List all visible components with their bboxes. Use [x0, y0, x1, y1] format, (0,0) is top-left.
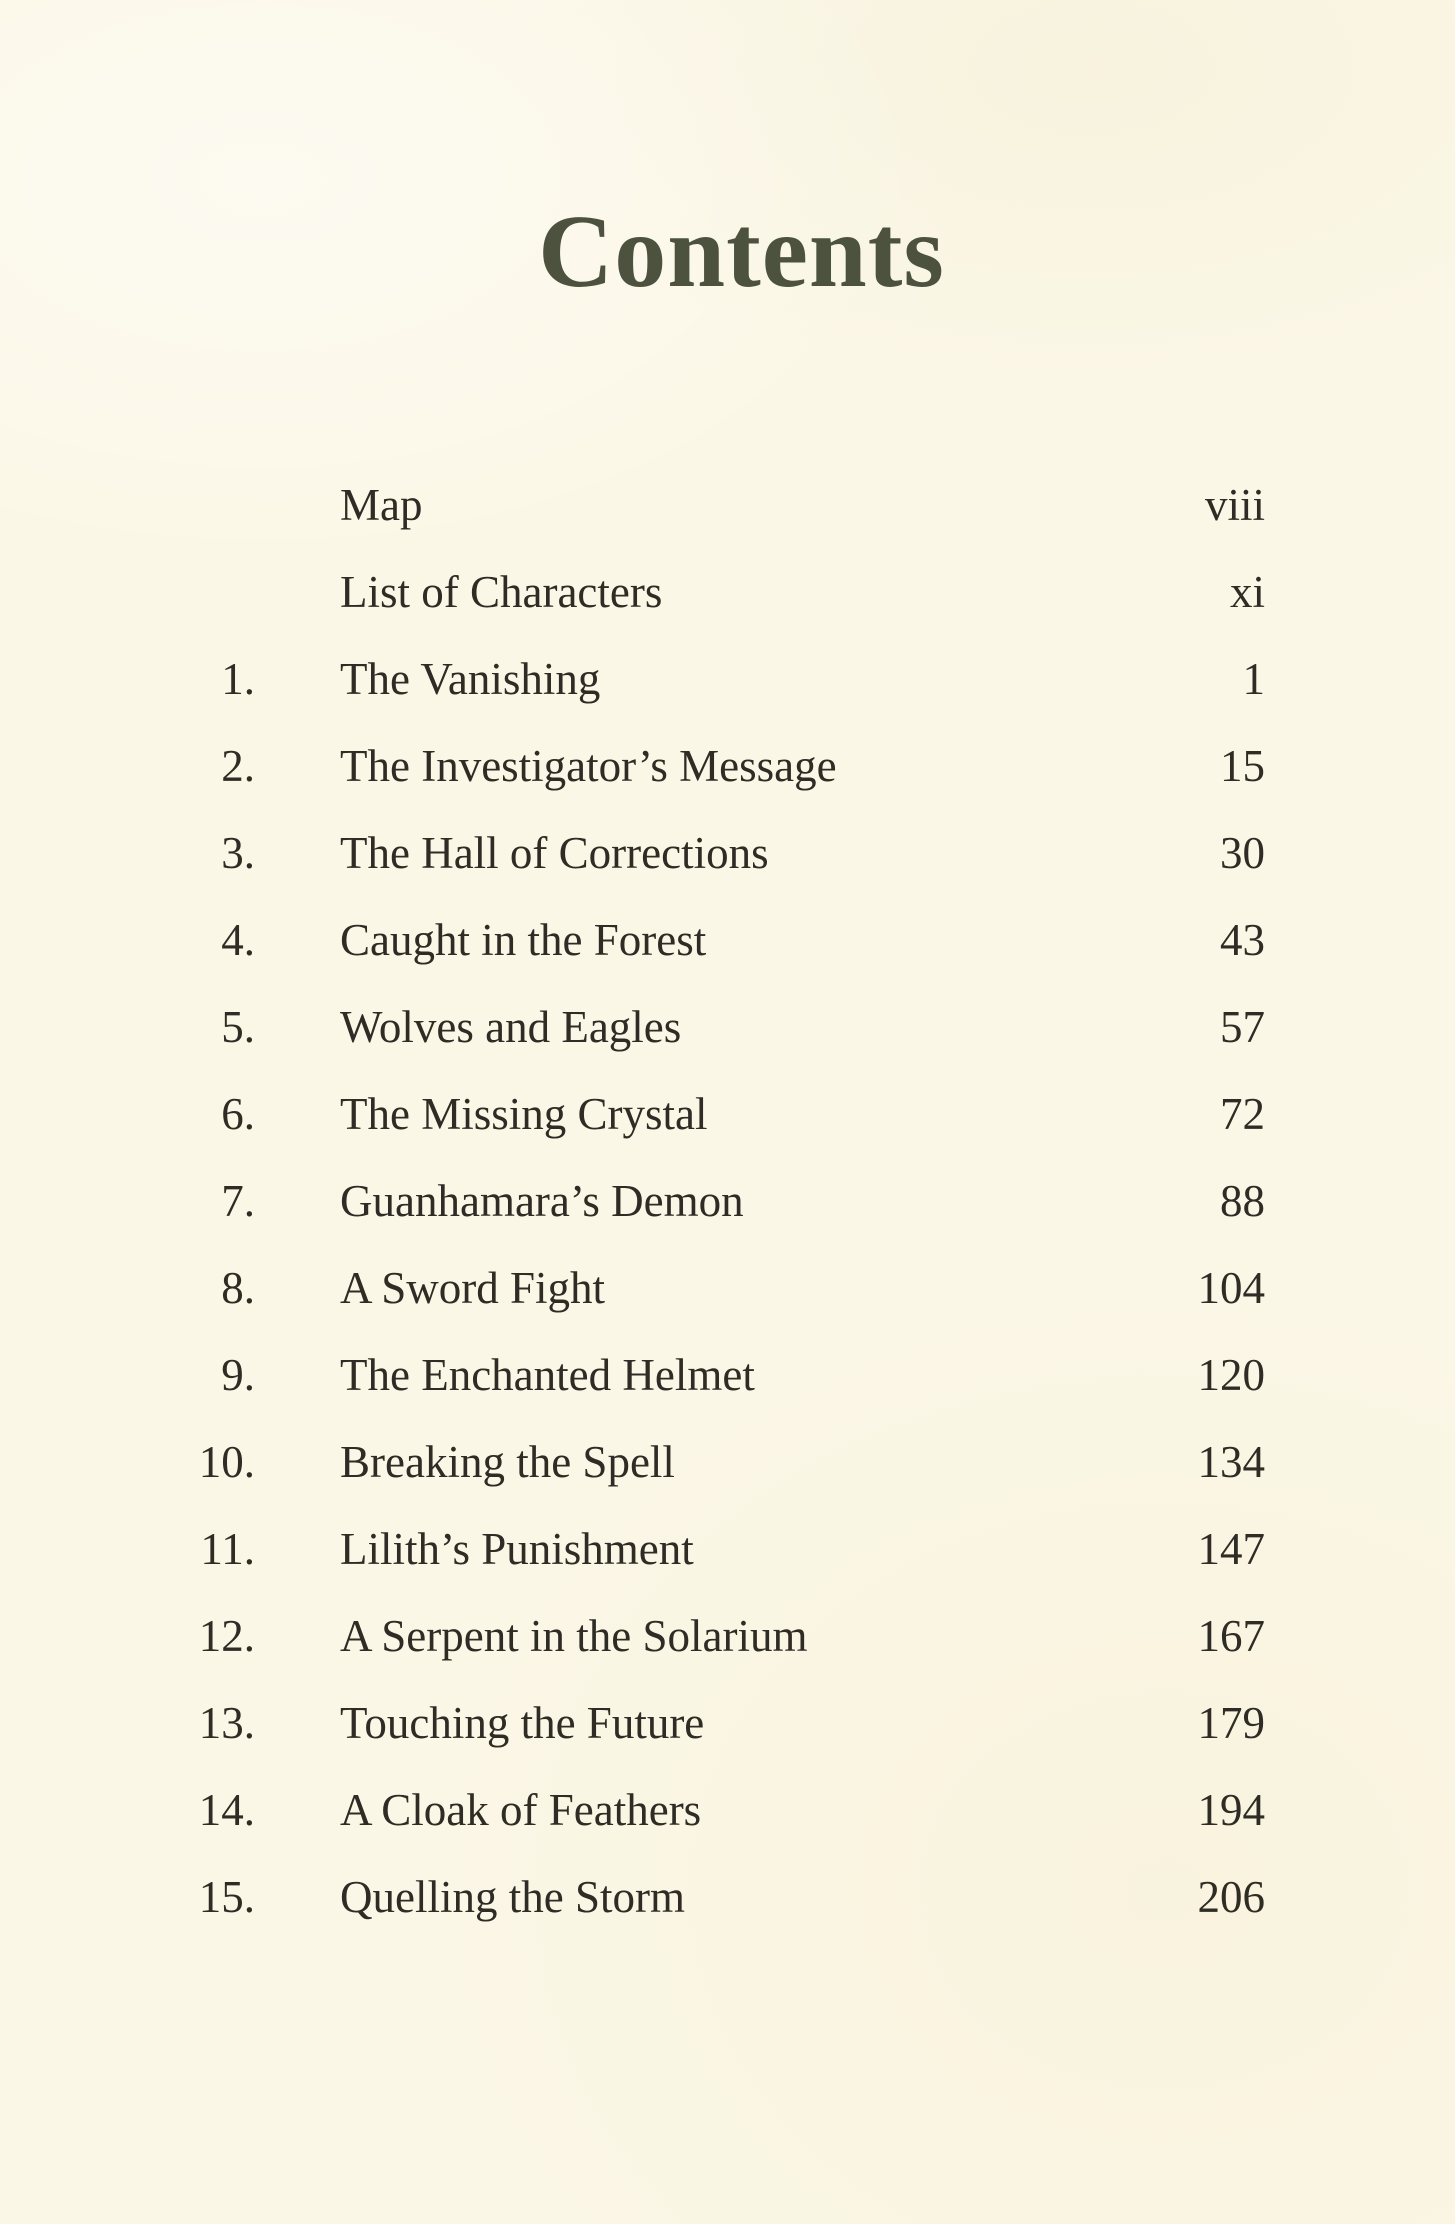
chapter-number: 11. [200, 1524, 255, 1574]
toc-row: 9. The Enchanted Helmet 120 [140, 1332, 1265, 1419]
page-number: 15 [1220, 741, 1265, 791]
toc-row: 11. Lilith’s Punishment 147 [140, 1506, 1265, 1593]
chapter-number: 4. [221, 915, 255, 965]
toc-row: 12. A Serpent in the Solarium 167 [140, 1593, 1265, 1680]
chapter-number: 7. [221, 1176, 255, 1226]
chapter-title: A Cloak of Feathers [340, 1785, 702, 1835]
toc-row: Map viii [140, 462, 1265, 549]
page-number: 30 [1220, 828, 1265, 878]
page-number: 147 [1197, 1524, 1266, 1574]
chapter-title: The Missing Crystal [340, 1089, 708, 1139]
chapter-number: 6. [221, 1089, 255, 1139]
chapter-title: Quelling the Storm [340, 1872, 685, 1922]
chapter-number: 3. [221, 828, 255, 878]
chapter-number: 9. [221, 1350, 255, 1400]
page-number: 120 [1197, 1350, 1266, 1400]
chapter-number: 5. [221, 1002, 255, 1052]
chapter-number: 12. [198, 1611, 255, 1661]
page-number: 179 [1197, 1698, 1266, 1748]
chapter-title: The Vanishing [340, 654, 601, 704]
chapter-number: 15. [198, 1872, 255, 1922]
page-number: 194 [1197, 1785, 1266, 1835]
page-title: Contents [538, 194, 945, 309]
chapter-title: Guanhamara’s Demon [340, 1176, 744, 1226]
chapter-title: Map [340, 480, 423, 530]
chapter-title: A Serpent in the Solarium [340, 1611, 808, 1661]
chapter-number: 8. [221, 1263, 255, 1313]
toc-row: 10. Breaking the Spell 134 [140, 1419, 1265, 1506]
chapter-number: 13. [198, 1698, 255, 1748]
toc-list: Map viii List of Characters xi 1. The Va… [140, 462, 1265, 1941]
chapter-title: Breaking the Spell [340, 1437, 675, 1487]
chapter-title: A Sword Fight [340, 1263, 606, 1313]
chapter-title: The Hall of Corrections [340, 828, 769, 878]
chapter-title: Wolves and Eagles [340, 1002, 682, 1052]
page-number: 57 [1220, 1002, 1265, 1052]
toc-row: 15. Quelling the Storm 206 [140, 1854, 1265, 1941]
toc-row: 6. The Missing Crystal 72 [140, 1071, 1265, 1158]
toc-row: 14. A Cloak of Feathers 194 [140, 1767, 1265, 1854]
toc-row: List of Characters xi [140, 549, 1265, 636]
page-number: 104 [1197, 1263, 1266, 1313]
chapter-number: 10. [198, 1437, 255, 1487]
page-number: 72 [1220, 1089, 1265, 1139]
chapter-title: Caught in the Forest [340, 915, 707, 965]
chapter-number: 2. [221, 741, 255, 791]
chapter-title: Touching the Future [340, 1698, 705, 1748]
toc-row: 8. A Sword Fight 104 [140, 1245, 1265, 1332]
chapter-number: 1. [221, 654, 255, 704]
page-number: 206 [1197, 1872, 1266, 1922]
page-number: 88 [1220, 1176, 1265, 1226]
chapter-title: List of Characters [340, 567, 663, 617]
toc-row: 5. Wolves and Eagles 57 [140, 984, 1265, 1071]
chapter-title: Lilith’s Punishment [340, 1524, 694, 1574]
toc-row: 4. Caught in the Forest 43 [140, 897, 1265, 984]
toc-row: 7. Guanhamara’s Demon 88 [140, 1158, 1265, 1245]
toc-row: 3. The Hall of Corrections 30 [140, 810, 1265, 897]
toc-row: 2. The Investigator’s Message 15 [140, 723, 1265, 810]
chapter-title: The Investigator’s Message [340, 741, 837, 791]
chapter-number: 14. [198, 1785, 255, 1835]
toc-row: 13. Touching the Future 179 [140, 1680, 1265, 1767]
toc-row: 1. The Vanishing 1 [140, 636, 1265, 723]
chapter-title: The Enchanted Helmet [340, 1350, 755, 1400]
page-number: 134 [1197, 1437, 1266, 1487]
page-number: viii [1204, 480, 1265, 530]
page-number: 43 [1220, 915, 1265, 965]
page-number: xi [1229, 567, 1265, 617]
page-number: 167 [1197, 1611, 1266, 1661]
page-number: 1 [1242, 654, 1266, 704]
